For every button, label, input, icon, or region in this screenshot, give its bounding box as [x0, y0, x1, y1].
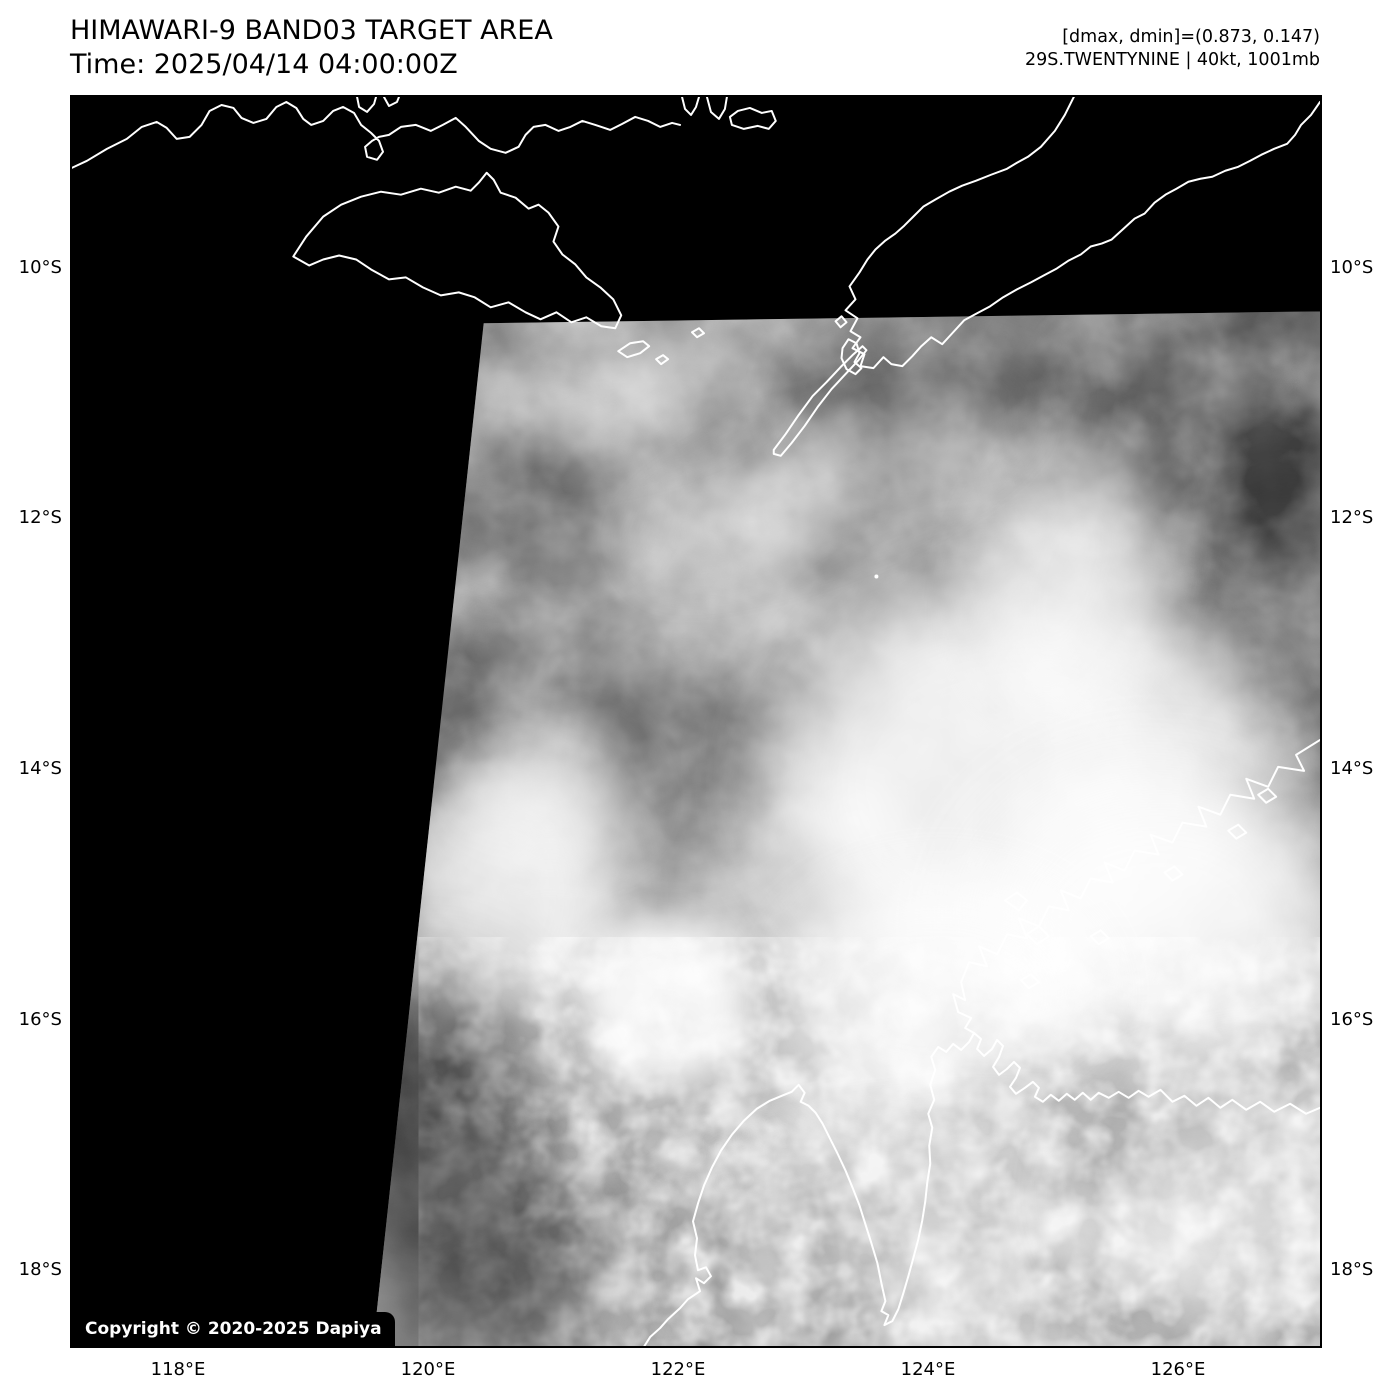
- lat-label-right-14s: 14°S: [1330, 758, 1374, 779]
- lon-label-124e: 124°E: [900, 1359, 956, 1380]
- lon-label-118e: 118°E: [150, 1359, 206, 1380]
- lon-label-120e: 120°E: [400, 1359, 456, 1380]
- popcorn-convection-layer: [500, 974, 1320, 1346]
- figure-timestamp: Time: 2025/04/14 04:00:00Z: [70, 49, 458, 80]
- figure-title: HIMAWARI-9 BAND03 TARGET AREA: [70, 15, 553, 46]
- dmax-dmin-annotation: [dmax, dmin]=(0.873, 0.147): [1062, 27, 1320, 47]
- coastline-australia-kimberley: [643, 1032, 1320, 1346]
- satellite-data-region: [373, 311, 1320, 1346]
- coastline-island-chain: [72, 100, 682, 169]
- lat-label-right-12s: 12°S: [1330, 507, 1374, 528]
- coastline-savu-islands: [617, 327, 705, 366]
- coastline-east-island: [728, 106, 777, 130]
- lat-label-left-10s: 10°S: [18, 257, 62, 278]
- coastline-timor-island: [844, 97, 1320, 370]
- lat-label-left-14s: 14°S: [18, 758, 62, 779]
- figure-header: HIMAWARI-9 BAND03 TARGET AREA Time: 2025…: [70, 14, 553, 82]
- islets-top-edge: [356, 97, 728, 120]
- islets-offshore: [1004, 787, 1278, 990]
- lat-label-left-16s: 16°S: [18, 1009, 62, 1030]
- coastline-sumba-island: [292, 171, 623, 330]
- lat-label-right-18s: 18°S: [1330, 1259, 1374, 1280]
- coastline-rote-island: [772, 345, 868, 457]
- figure-annotations: [dmax, dmin]=(0.873, 0.147) 29S.TWENTYNI…: [1025, 26, 1320, 72]
- lat-label-left-12s: 12°S: [18, 507, 62, 528]
- storm-info-annotation: 29S.TWENTYNINE | 40kt, 1001mb: [1025, 50, 1320, 70]
- lon-label-126e: 126°E: [1150, 1359, 1206, 1380]
- lon-label-122e: 122°E: [650, 1359, 706, 1380]
- bright-pixel-dot: [874, 574, 879, 579]
- copyright-badge: Copyright © 2020-2025 Dapiya: [72, 1312, 395, 1346]
- coastlines: [72, 97, 1320, 1346]
- satellite-map: Copyright © 2020-2025 Dapiya: [70, 95, 1322, 1348]
- coastline-buccaneer-archipelago: [952, 738, 1320, 1034]
- lat-label-right-16s: 16°S: [1330, 1009, 1374, 1030]
- lat-label-right-10s: 10°S: [1330, 257, 1374, 278]
- satellite-map-svg: [72, 97, 1320, 1346]
- lat-label-left-18s: 18°S: [18, 1259, 62, 1280]
